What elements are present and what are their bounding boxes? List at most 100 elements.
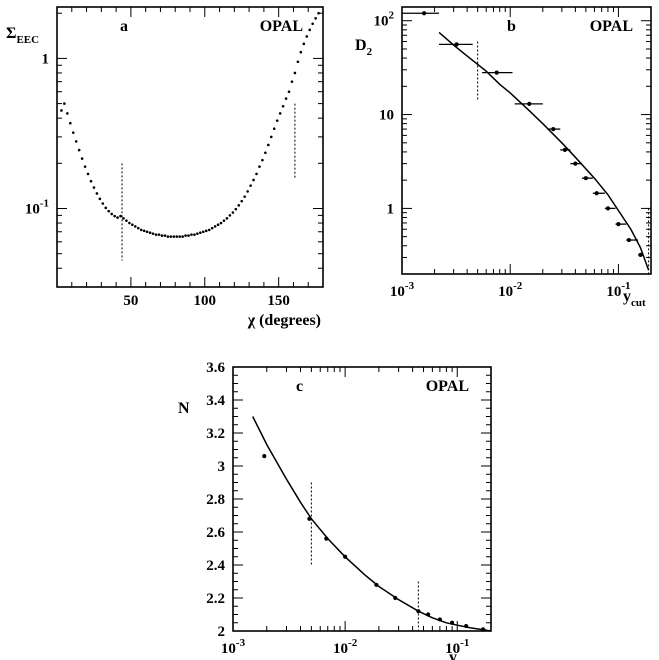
data-point	[98, 197, 102, 201]
data-point	[122, 217, 125, 220]
plot-frame	[56, 6, 324, 288]
data-point	[202, 230, 205, 234]
data-point	[74, 140, 78, 143]
data-point	[246, 190, 249, 193]
plot-frame	[232, 366, 492, 632]
data-point	[583, 176, 588, 181]
data-point	[148, 231, 152, 235]
data-point	[302, 42, 306, 46]
data-point	[190, 233, 193, 236]
x-tick-label: 100	[194, 293, 217, 309]
plot-frame	[401, 6, 652, 275]
data-point	[66, 112, 69, 115]
y-tick-label: 2	[218, 624, 226, 640]
data-point	[255, 172, 258, 176]
data-point	[311, 22, 314, 26]
data-point	[119, 214, 122, 218]
data-point	[181, 235, 184, 238]
y-tick-label: 3	[218, 459, 226, 475]
data-point	[101, 202, 105, 205]
data-point	[184, 234, 187, 237]
y-tick-label: 3.2	[206, 426, 225, 442]
panel-letter: b	[507, 18, 516, 35]
data-point	[113, 214, 116, 218]
experiment-label: OPAL	[260, 18, 303, 35]
data-point	[281, 104, 285, 108]
data-point	[299, 50, 303, 54]
y-axis-label: D2	[355, 37, 373, 58]
data-point	[175, 235, 178, 238]
data-point	[199, 231, 202, 235]
data-point	[157, 233, 161, 236]
y-tick-label: 2.8	[206, 492, 225, 508]
y-axis-label: N	[178, 400, 190, 417]
data-point	[145, 230, 149, 234]
data-point	[308, 28, 312, 32]
data-point	[204, 229, 208, 233]
data-point	[207, 228, 211, 232]
x-axis-label: ycut	[623, 288, 646, 309]
y-tick-label: 3.6	[206, 360, 225, 376]
data-point	[104, 206, 108, 210]
data-point	[210, 226, 214, 230]
y-tick-label: 2.2	[206, 591, 225, 607]
data-point	[60, 109, 63, 112]
panel-letter: a	[120, 18, 128, 35]
data-point	[77, 148, 81, 152]
data-point	[605, 206, 611, 211]
data-point	[89, 179, 93, 183]
data-point	[240, 199, 244, 203]
data-point	[151, 232, 155, 235]
x-axis-label: ycut	[449, 649, 472, 660]
data-point	[278, 112, 282, 115]
data-point	[573, 161, 578, 166]
data-point	[139, 228, 143, 232]
y-tick-label: 3.4	[206, 393, 225, 409]
x-axis-label: χ (degrees)	[247, 312, 321, 329]
data-point	[551, 126, 556, 132]
data-point	[527, 101, 532, 106]
data-point	[267, 143, 270, 147]
data-point	[219, 221, 223, 225]
data-point	[86, 172, 90, 176]
data-point	[616, 222, 621, 227]
data-point	[169, 235, 173, 238]
data-point	[222, 219, 226, 222]
data-point	[261, 158, 264, 162]
data-point	[269, 135, 273, 139]
data-point	[95, 192, 99, 195]
data-point	[134, 225, 137, 228]
data-point	[626, 237, 632, 243]
panel-b: b OPAL 10-3 10-2 10-1 102 10 1 D2 ycut	[355, 6, 652, 309]
data-point	[107, 209, 111, 213]
data-point	[275, 119, 279, 122]
data-point	[284, 97, 288, 100]
data-point	[178, 235, 181, 238]
panel-letter: c	[296, 378, 303, 395]
data-point	[264, 151, 267, 155]
data-point	[594, 191, 599, 196]
data-point	[228, 214, 232, 217]
data-point	[237, 204, 241, 207]
data-point	[272, 127, 276, 131]
data-point	[125, 219, 128, 222]
data-point	[83, 165, 87, 168]
data-point	[249, 184, 252, 187]
data-point	[293, 71, 297, 75]
data-point	[92, 186, 96, 189]
x-tick-label: 10-2	[333, 637, 358, 657]
y-axis-label: ΣEEC	[6, 25, 39, 46]
experiment-label: OPAL	[426, 378, 469, 395]
data-point	[287, 90, 291, 94]
data-point	[213, 225, 217, 228]
data-point	[252, 178, 255, 182]
fit-curve	[252, 416, 492, 632]
data-point	[187, 234, 190, 237]
data-point	[494, 70, 499, 75]
experiment-label: OPAL	[590, 18, 633, 35]
data-point	[110, 212, 113, 216]
fit-curve	[438, 31, 650, 271]
data-point	[317, 11, 320, 15]
x-tick-label: 10-2	[498, 280, 523, 300]
data-point	[196, 232, 199, 235]
